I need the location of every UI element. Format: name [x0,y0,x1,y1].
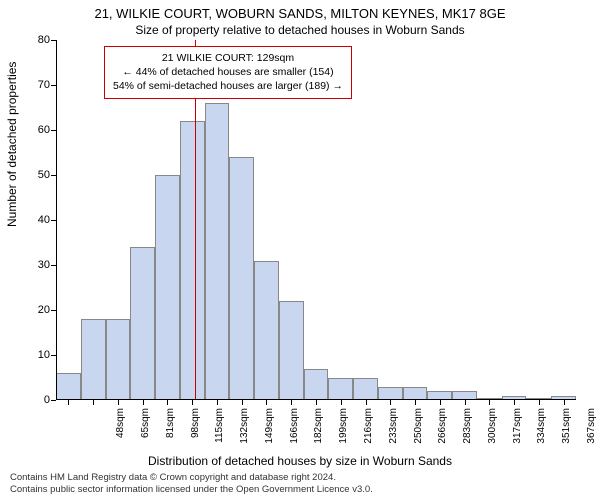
x-tick-label: 48sqm [115,408,126,458]
chart-title-line2: Size of property relative to detached ho… [0,23,600,37]
x-tick-label: 182sqm [313,408,324,458]
chart-title-line1: 21, WILKIE COURT, WOBURN SANDS, MILTON K… [0,6,600,21]
y-tick-label: 80 [38,34,50,46]
x-tick-label: 300sqm [487,408,498,458]
x-tick-label: 233sqm [388,408,399,458]
x-tick-label: 149sqm [264,408,275,458]
x-tick-label: 266sqm [437,408,448,458]
y-tick-label: 60 [38,124,50,136]
plot-area: 21 WILKIE COURT: 129sqm← 44% of detached… [56,40,576,400]
x-tick-label: 216sqm [363,408,374,458]
x-tick-label: 98sqm [190,408,201,458]
y-tick-label: 10 [38,349,50,361]
x-tick-label: 166sqm [289,408,300,458]
x-tick-label: 81sqm [165,408,176,458]
y-tick-label: 20 [38,304,50,316]
chart-frame [56,40,576,400]
x-tick-label: 115sqm [214,408,225,458]
y-tick-label: 50 [38,169,50,181]
footer-attribution: Contains HM Land Registry data © Crown c… [10,472,373,496]
y-axis-label: Number of detached properties [5,62,19,227]
x-tick-label: 132sqm [239,408,250,458]
x-tick-label: 199sqm [338,408,349,458]
x-tick-label: 367sqm [586,408,597,458]
x-tick-label: 334sqm [536,408,547,458]
x-tick-label: 351sqm [561,408,572,458]
y-tick-label: 40 [38,214,50,226]
x-tick-label: 65sqm [140,408,151,458]
x-tick-label: 250sqm [413,408,424,458]
footer-line1: Contains HM Land Registry data © Crown c… [10,472,373,484]
footer-line2: Contains public sector information licen… [10,484,373,496]
x-axis-label: Distribution of detached houses by size … [0,454,600,468]
y-tick-label: 70 [38,79,50,91]
x-tick-label: 317sqm [512,408,523,458]
x-tick-label: 283sqm [462,408,473,458]
y-tick-label: 30 [38,259,50,271]
y-tick-label: 0 [44,394,50,406]
